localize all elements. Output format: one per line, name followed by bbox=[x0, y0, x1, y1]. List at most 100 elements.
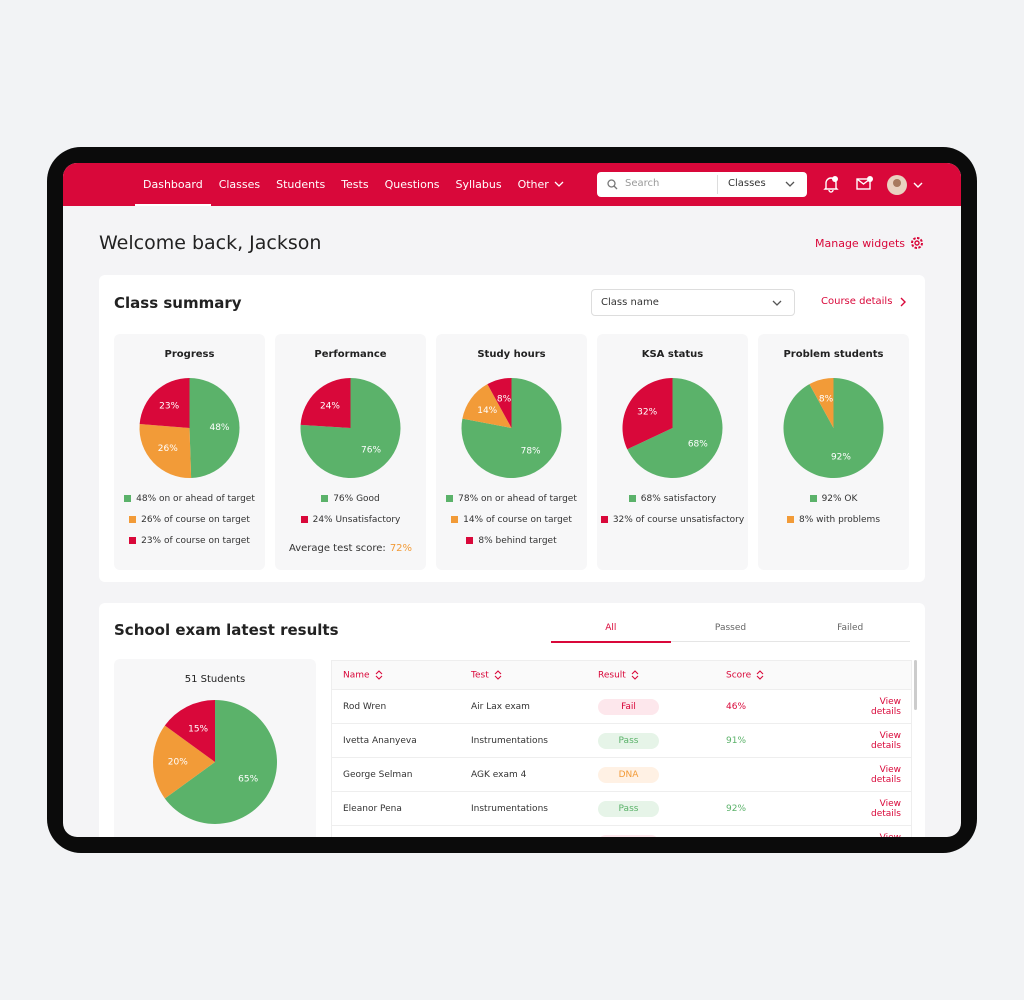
pie-slice bbox=[809, 378, 834, 428]
legend-item: 23% of course on target bbox=[114, 536, 265, 546]
legend-item: 32% of course unsatisfactory bbox=[597, 515, 748, 525]
nav-item[interactable]: Students bbox=[276, 178, 326, 191]
nav-item[interactable]: Tests bbox=[341, 178, 369, 191]
legend-item: 8% behind target bbox=[436, 536, 587, 546]
score-cell: 92% bbox=[726, 791, 854, 826]
tabs-line bbox=[551, 641, 910, 642]
legend-swatch bbox=[129, 537, 137, 544]
legend-swatch bbox=[451, 516, 459, 523]
pie-slice bbox=[153, 725, 215, 799]
search-scope[interactable]: Classes bbox=[728, 178, 766, 189]
nav-item[interactable]: Other bbox=[510, 163, 572, 206]
view-details[interactable]: View details bbox=[854, 689, 911, 724]
legend-item: 8% with problems bbox=[758, 515, 909, 525]
pie-slice bbox=[487, 378, 512, 428]
test-cell: Instrumentations bbox=[471, 723, 598, 758]
chart-card: KSA status 68% 32% 68% satisfactory 32% of c… bbox=[597, 334, 748, 570]
view-details[interactable]: View details bbox=[854, 757, 911, 792]
pie-slice bbox=[139, 423, 192, 478]
test-cell: Air Lax exam bbox=[471, 689, 598, 724]
table-row: George Selman AGK exam 4 DNA View details bbox=[332, 757, 911, 792]
course-details[interactable]: Course details bbox=[821, 296, 893, 307]
slice-label: 8% bbox=[497, 394, 512, 404]
slice-label: 23% bbox=[159, 401, 179, 411]
sort-path bbox=[375, 669, 382, 680]
chevron bbox=[772, 300, 782, 306]
table-row: Theresa WebbInstrumentationsFail 35%View … bbox=[332, 825, 911, 837]
slice-label: 78% bbox=[521, 447, 541, 457]
tab[interactable]: Passed bbox=[714, 623, 747, 633]
score-cell bbox=[726, 757, 854, 792]
table-row: Ivetta Ananyeva Instrumentations Pass 91% Vi… bbox=[332, 723, 911, 758]
view-details[interactable]: View details bbox=[854, 825, 911, 837]
legend-text: 32% of course unsatisfactory bbox=[612, 515, 745, 525]
pie-slice bbox=[164, 700, 277, 824]
pie-chart: 76% 24% bbox=[300, 378, 401, 478]
chart-title: Study hours bbox=[477, 349, 546, 360]
result-badge: DNA bbox=[598, 766, 659, 783]
legend-text: 14% of course on target bbox=[463, 515, 572, 525]
result-cell: DNA bbox=[598, 757, 726, 792]
legend-item: 26% of course on target bbox=[114, 515, 265, 525]
view-details[interactable]: View details bbox=[854, 723, 911, 758]
legend-text: 24% Unsatisfactory bbox=[312, 515, 401, 525]
chart-title: Problem students bbox=[783, 349, 884, 360]
chart-title: Progress bbox=[164, 349, 215, 360]
name-cell: Rod Wren bbox=[332, 689, 471, 724]
pie-slice bbox=[462, 384, 512, 428]
manage-widgets[interactable]: Manage widgets bbox=[815, 237, 906, 250]
header-text: Test bbox=[471, 670, 489, 681]
nav-item[interactable]: Classes bbox=[218, 178, 261, 191]
chart-title: Performance bbox=[314, 349, 387, 360]
legend-item: 68% satisfactory bbox=[597, 494, 748, 504]
search[interactable]: Search Classes bbox=[597, 172, 807, 197]
result-badge: Pass bbox=[598, 800, 659, 817]
legend-text: 8% behind target bbox=[478, 536, 557, 546]
legend-swatch bbox=[786, 516, 794, 523]
slice-label: 92% bbox=[831, 453, 851, 463]
nav-item[interactable]: Syllabus bbox=[455, 178, 502, 191]
pie-slice bbox=[139, 378, 190, 428]
mail-icon[interactable] bbox=[856, 176, 874, 192]
score-cell: 91% bbox=[726, 723, 854, 758]
legend-swatch bbox=[809, 495, 817, 502]
search-icon bbox=[607, 179, 618, 190]
sort-path bbox=[756, 669, 764, 680]
slice-label: 76% bbox=[361, 445, 381, 455]
score-cell: 46% bbox=[726, 689, 854, 724]
legend-item: 24% Unsatisfactory bbox=[275, 515, 426, 525]
result-cell: Pass bbox=[598, 723, 726, 758]
gear-icon[interactable] bbox=[909, 235, 925, 251]
slice-label: 24% bbox=[320, 402, 340, 412]
avatar[interactable] bbox=[887, 174, 925, 196]
tab[interactable]: All bbox=[551, 623, 671, 643]
class-select[interactable]: Class name bbox=[591, 289, 795, 316]
column-header[interactable]: Result bbox=[598, 661, 726, 690]
legend-swatch bbox=[466, 537, 474, 544]
view-details[interactable]: View details bbox=[854, 791, 911, 826]
legend-item: 78% on or ahead of target bbox=[436, 494, 587, 504]
slice-label: 15% bbox=[188, 724, 208, 734]
sort-icon bbox=[631, 669, 639, 680]
results-table-wrap: Name Test Result Score Rod Wren Air Lax exam F… bbox=[331, 660, 912, 837]
legend-text: 76% Good bbox=[333, 494, 380, 504]
column-header[interactable]: Test bbox=[471, 661, 598, 690]
pie-chart: 92% 8% bbox=[783, 378, 884, 478]
column-header[interactable]: Name bbox=[332, 661, 471, 690]
pie-slice bbox=[622, 378, 673, 450]
slice-label: 26% bbox=[158, 444, 178, 454]
tab[interactable]: Failed bbox=[837, 623, 864, 633]
chart-card: Performance 76% 24% 76% Good 24% Unsatisfact… bbox=[275, 334, 426, 570]
result-cell: Fail bbox=[598, 689, 726, 724]
bell-icon[interactable] bbox=[823, 175, 839, 193]
pie-slice bbox=[189, 378, 240, 478]
nav-item[interactable]: Dashboard bbox=[135, 163, 211, 206]
legend-swatch bbox=[129, 516, 137, 523]
sort-icon bbox=[756, 669, 764, 680]
nav-item[interactable]: Questions bbox=[384, 178, 440, 191]
test-cell: Instrumentations bbox=[471, 825, 598, 837]
column-header-empty bbox=[854, 661, 911, 690]
column-header[interactable]: Score bbox=[726, 661, 854, 690]
legend-text: 68% satisfactory bbox=[640, 494, 717, 504]
legend-text: 78% on or ahead of target bbox=[458, 494, 577, 504]
